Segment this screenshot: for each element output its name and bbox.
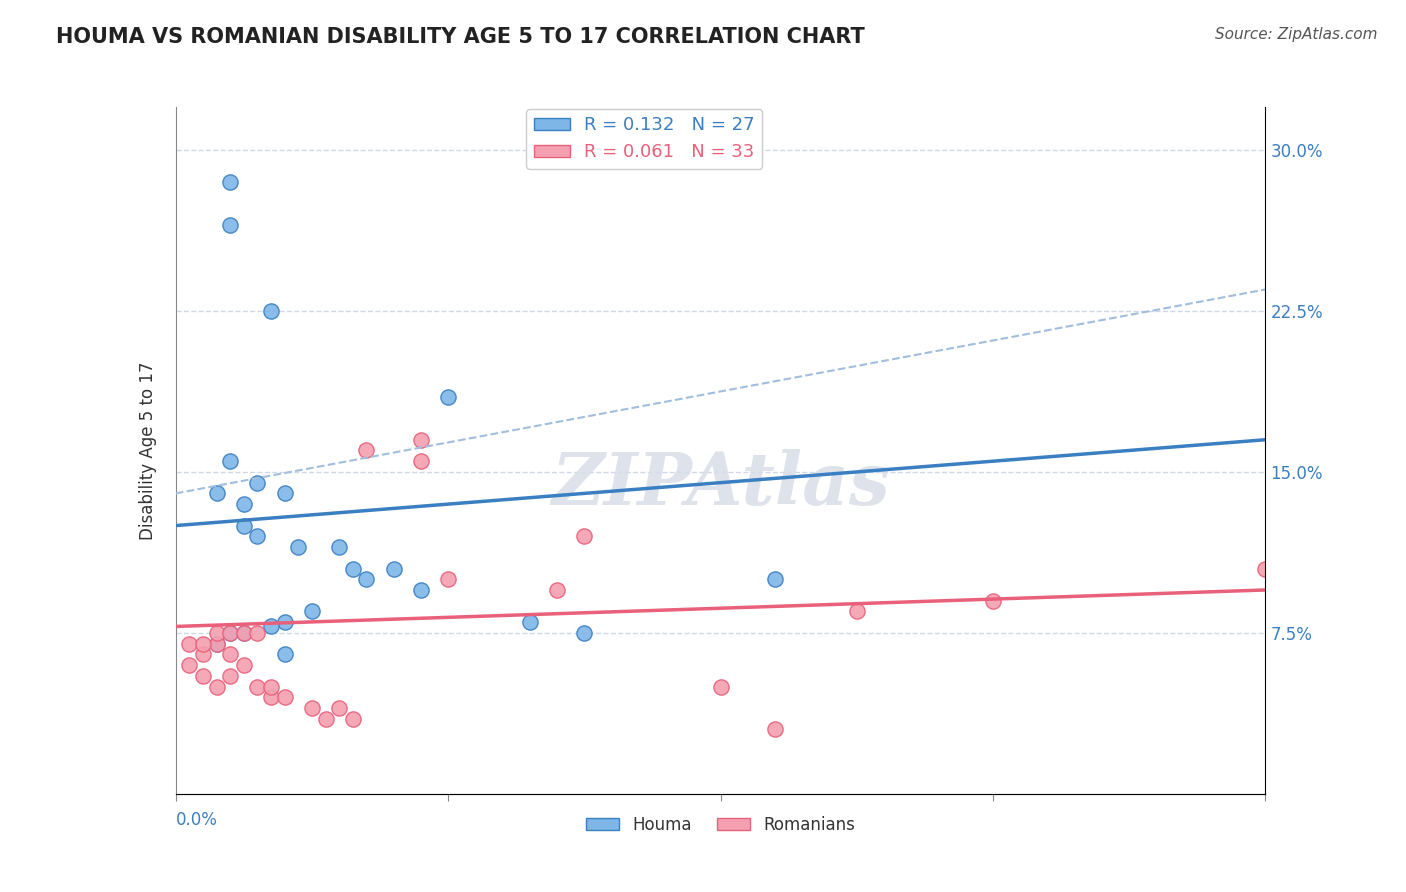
Point	[232, 497, 254, 511]
Point	[763, 723, 786, 737]
Point	[260, 680, 283, 694]
Point	[260, 619, 283, 633]
Point	[219, 648, 242, 662]
Point	[301, 701, 323, 715]
Point	[246, 680, 269, 694]
Point	[574, 529, 596, 543]
Point	[179, 637, 201, 651]
Point	[260, 690, 283, 705]
Point	[246, 529, 269, 543]
Point	[205, 680, 228, 694]
Point	[246, 626, 269, 640]
Point	[219, 454, 242, 468]
Point	[382, 561, 405, 575]
Point	[710, 680, 733, 694]
Point	[287, 540, 309, 554]
Point	[219, 218, 242, 232]
Text: ZIPAtlas: ZIPAtlas	[551, 450, 890, 520]
Point	[274, 615, 297, 630]
Point	[763, 572, 786, 586]
Point	[246, 475, 269, 490]
Point	[301, 604, 323, 618]
Text: HOUMA VS ROMANIAN DISABILITY AGE 5 TO 17 CORRELATION CHART: HOUMA VS ROMANIAN DISABILITY AGE 5 TO 17…	[56, 27, 865, 46]
Point	[205, 486, 228, 500]
Point	[342, 712, 364, 726]
Point	[274, 690, 297, 705]
Point	[409, 433, 432, 447]
Point	[274, 486, 297, 500]
Point	[342, 561, 364, 575]
Point	[205, 626, 228, 640]
Point	[519, 615, 541, 630]
Point	[179, 658, 201, 673]
Point	[409, 582, 432, 597]
Point	[328, 540, 350, 554]
Point	[191, 637, 214, 651]
Point	[191, 669, 214, 683]
Point	[205, 637, 228, 651]
Text: Source: ZipAtlas.com: Source: ZipAtlas.com	[1215, 27, 1378, 42]
Point	[219, 626, 242, 640]
Point	[546, 582, 568, 597]
Point	[356, 572, 378, 586]
Point	[574, 626, 596, 640]
Point	[437, 572, 460, 586]
Point	[437, 390, 460, 404]
Point	[845, 604, 868, 618]
Point	[260, 304, 283, 318]
Point	[232, 518, 254, 533]
Point	[219, 175, 242, 189]
Point	[219, 626, 242, 640]
Point	[274, 648, 297, 662]
Point	[409, 454, 432, 468]
Point	[981, 593, 1004, 607]
Point	[232, 626, 254, 640]
Y-axis label: Disability Age 5 to 17: Disability Age 5 to 17	[139, 361, 157, 540]
Text: 0.0%: 0.0%	[176, 811, 218, 829]
Point	[232, 658, 254, 673]
Point	[328, 701, 350, 715]
Point	[315, 712, 337, 726]
Point	[205, 637, 228, 651]
Legend: Houma, Romanians: Houma, Romanians	[579, 809, 862, 840]
Point	[219, 669, 242, 683]
Point	[1254, 561, 1277, 575]
Point	[191, 648, 214, 662]
Point	[356, 443, 378, 458]
Point	[232, 626, 254, 640]
